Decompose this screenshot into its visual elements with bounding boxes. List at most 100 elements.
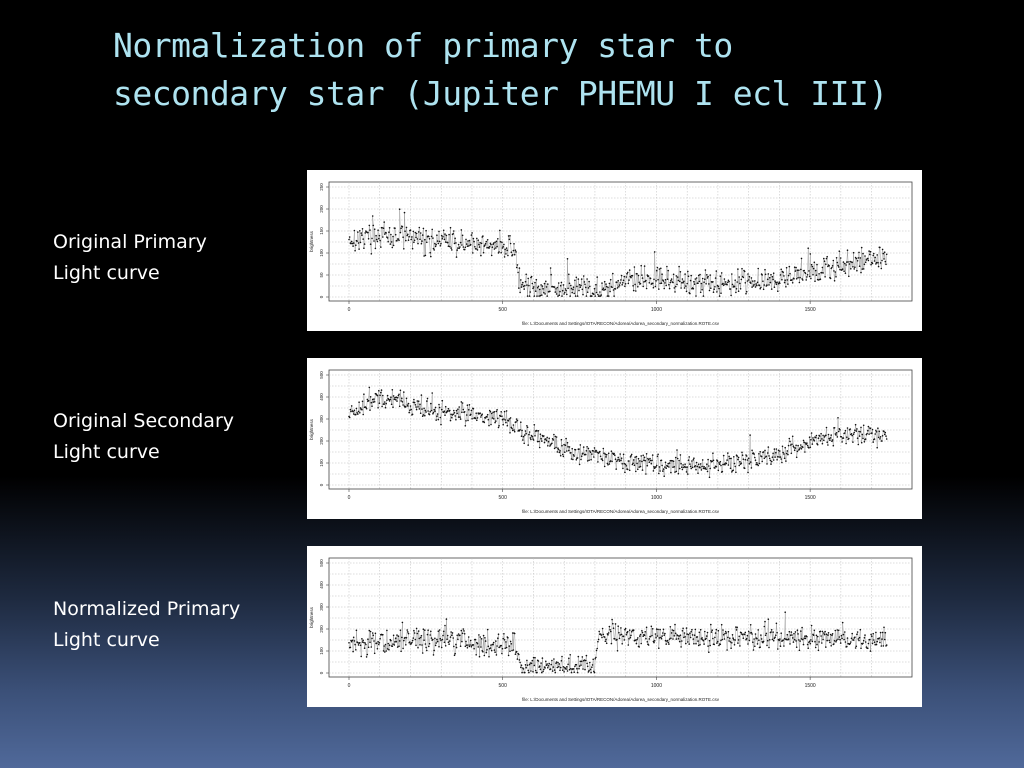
y-tick-label: 0 xyxy=(319,671,324,674)
data-point xyxy=(467,409,470,411)
data-point xyxy=(648,638,651,640)
data-point xyxy=(813,261,816,264)
data-point xyxy=(357,641,359,644)
data-point xyxy=(524,430,527,432)
data-point xyxy=(407,632,410,635)
data-point xyxy=(539,433,542,435)
data-point xyxy=(557,447,559,449)
data-point xyxy=(693,280,695,283)
data-point xyxy=(883,251,886,253)
data-point xyxy=(487,418,490,421)
data-point xyxy=(450,631,452,633)
data-point xyxy=(767,273,770,275)
data-point xyxy=(376,648,379,650)
data-point xyxy=(660,636,662,639)
data-point xyxy=(708,289,711,292)
data-point xyxy=(457,247,459,249)
data-point xyxy=(629,636,632,639)
data-point xyxy=(640,642,642,645)
data-point xyxy=(722,633,725,636)
data-point xyxy=(626,272,628,275)
data-point xyxy=(678,640,681,643)
data-point xyxy=(359,412,361,414)
data-point xyxy=(804,272,807,275)
data-point xyxy=(450,413,452,416)
data-point xyxy=(662,280,665,282)
data-point xyxy=(585,654,588,657)
data-point xyxy=(579,660,582,663)
data-point xyxy=(608,625,611,628)
data-point xyxy=(692,459,695,461)
data-point xyxy=(400,400,402,402)
data-point xyxy=(862,252,864,255)
data-point xyxy=(720,464,722,467)
data-point xyxy=(619,453,621,455)
data-point xyxy=(371,398,374,401)
data-point xyxy=(568,273,570,276)
data-point xyxy=(827,634,829,636)
data-point xyxy=(853,431,855,434)
data-point xyxy=(712,291,715,293)
data-point xyxy=(622,282,624,284)
data-point xyxy=(766,644,768,647)
data-point xyxy=(779,274,782,276)
data-point xyxy=(572,288,574,291)
data-point xyxy=(866,432,868,435)
data-point xyxy=(875,429,877,432)
data-point xyxy=(772,272,775,274)
data-point xyxy=(724,283,726,285)
data-point xyxy=(823,260,826,262)
data-point xyxy=(864,255,866,257)
data-point xyxy=(842,261,845,263)
data-point xyxy=(523,442,525,445)
data-point xyxy=(383,221,385,223)
data-point xyxy=(547,666,549,669)
data-point xyxy=(566,293,568,296)
data-point xyxy=(795,266,797,269)
data-point xyxy=(722,463,724,466)
data-point xyxy=(871,428,874,431)
data-point xyxy=(715,270,718,272)
data-point xyxy=(357,231,359,233)
data-point xyxy=(399,231,402,234)
data-point xyxy=(541,294,543,296)
data-point xyxy=(864,634,866,636)
data-point xyxy=(833,270,835,272)
data-point xyxy=(668,643,670,645)
data-point xyxy=(613,295,615,297)
data-point xyxy=(798,448,801,450)
data-point xyxy=(578,283,581,286)
data-point xyxy=(840,634,843,637)
data-point xyxy=(378,234,381,237)
data-point xyxy=(687,275,690,278)
data-point xyxy=(727,452,729,454)
data-point xyxy=(394,396,396,399)
data-point xyxy=(396,396,399,399)
data-point xyxy=(438,629,441,631)
data-point xyxy=(584,668,586,671)
data-point xyxy=(792,641,795,643)
data-point xyxy=(819,440,822,442)
data-point xyxy=(508,418,511,420)
data-point xyxy=(869,650,872,652)
data-point xyxy=(853,268,855,270)
data-point xyxy=(635,455,638,458)
data-point xyxy=(669,281,672,284)
data-point xyxy=(748,275,751,278)
data-point xyxy=(798,281,801,284)
data-point xyxy=(589,450,591,452)
data-point xyxy=(727,630,730,633)
series-line xyxy=(348,612,887,674)
data-point xyxy=(539,294,542,297)
data-point xyxy=(475,654,477,656)
x-tick-label: 1500 xyxy=(805,495,816,501)
data-point xyxy=(362,413,364,416)
data-point xyxy=(854,429,856,431)
data-point xyxy=(817,437,820,439)
data-point xyxy=(375,238,378,241)
data-point xyxy=(461,244,463,246)
data-point xyxy=(806,635,808,638)
data-point xyxy=(369,229,371,231)
data-point xyxy=(778,456,780,458)
data-point xyxy=(875,643,878,646)
